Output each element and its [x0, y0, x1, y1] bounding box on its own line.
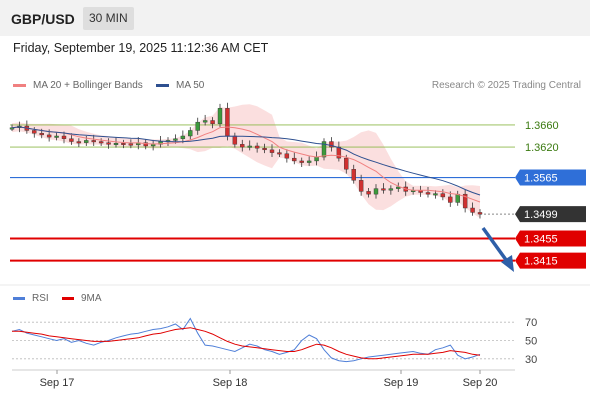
candle-body: [113, 142, 119, 145]
candle-body: [247, 145, 252, 148]
level-label-1.3660: 1.3660: [525, 120, 559, 132]
candle-body: [284, 153, 290, 159]
level-label-1.3565: 1.3565: [524, 173, 558, 185]
legend-label-9ma: 9MA: [81, 293, 102, 304]
candle-body: [477, 212, 483, 215]
candle-body: [292, 157, 297, 162]
chart-datetime: Friday, September 19, 2025 11:12:36 AM C…: [13, 41, 269, 55]
x-tick-label: Sep 19: [384, 377, 419, 389]
candle-body: [143, 142, 148, 147]
legend-swatch-9ma: [62, 296, 74, 300]
forecast-arrow-shaft: [481, 226, 511, 266]
candle-body: [210, 120, 215, 125]
level-tag-1.3455: [515, 230, 586, 247]
timeframe-button[interactable]: 30 MIN: [83, 7, 134, 30]
candle-body: [329, 141, 334, 148]
level-tag-1.3565: [515, 169, 586, 186]
candle-body: [306, 160, 312, 163]
level-label-1.3620: 1.3620: [525, 142, 559, 154]
rsi-tick-70: 70: [525, 317, 537, 329]
candle-body: [128, 143, 134, 146]
legend-ma20-bollinger: MA 20 + Bollinger Bands: [13, 80, 143, 91]
candle-body: [314, 156, 319, 162]
candle-body: [188, 130, 193, 137]
candle-body: [366, 191, 371, 195]
x-tick-label: Sep 20: [463, 377, 498, 389]
candle-body: [195, 121, 200, 131]
x-tick-label: Sep 18: [213, 377, 248, 389]
candle-body: [91, 140, 96, 143]
candle-body: [470, 207, 475, 213]
candle-body: [358, 180, 364, 192]
level-label-1.3415: 1.3415: [524, 256, 558, 268]
symbol-title: GBP/USD: [11, 11, 75, 27]
candle-body: [381, 188, 386, 191]
candle-body: [396, 186, 401, 189]
level-tag-1.3499: [515, 206, 586, 223]
legend-label-rsi: RSI: [32, 293, 49, 304]
candle-body: [388, 188, 394, 191]
rsi-tick-50: 50: [525, 336, 537, 348]
legend-ma50: MA 50: [156, 80, 204, 91]
chart-header: GBP/USD 30 MIN: [0, 0, 590, 36]
candle-body: [433, 193, 438, 196]
candle-body: [46, 134, 52, 138]
candle-body: [180, 135, 186, 139]
candle-body: [61, 135, 67, 139]
candle-body: [299, 160, 304, 163]
candle-body: [321, 141, 327, 158]
legend-label-ma20: MA 20 + Bollinger Bands: [33, 80, 143, 91]
candle-body: [232, 135, 238, 145]
candle-body: [448, 196, 453, 203]
candle-body: [76, 141, 82, 144]
rsi-9ma-line: [12, 327, 481, 360]
candle-body: [440, 193, 446, 198]
candle-body: [69, 138, 74, 142]
candle-body: [32, 130, 37, 134]
candle-body: [277, 152, 282, 155]
candle-body: [54, 135, 59, 138]
legend-9ma: 9MA: [62, 293, 102, 304]
level-label-1.3499: 1.3499: [524, 209, 558, 221]
candle-body: [351, 169, 356, 181]
bollinger-band: [12, 104, 480, 218]
legend-swatch-rsi: [13, 296, 25, 300]
candle-body: [225, 108, 230, 137]
legend-label-ma50: MA 50: [176, 80, 205, 91]
candle-body: [98, 141, 104, 144]
copyright-text: Research © 2025 Trading Central: [431, 80, 581, 91]
candle-body: [262, 147, 267, 151]
rsi-tick-30: 30: [525, 354, 537, 366]
candle-body: [121, 142, 126, 145]
candle-body: [217, 108, 223, 125]
candle-body: [39, 133, 44, 136]
candle-body: [106, 142, 111, 145]
legend-rsi: RSI: [13, 293, 49, 304]
candle-body: [373, 188, 379, 195]
candle-body: [84, 140, 89, 143]
candle-body: [269, 149, 275, 153]
legend-swatch-ma50: [156, 83, 169, 87]
candle-body: [254, 145, 260, 149]
legend-swatch-ma20: [13, 83, 26, 87]
x-tick-label: Sep 17: [40, 377, 75, 389]
candle-body: [425, 192, 431, 195]
candle-body: [240, 144, 245, 148]
ma50-line: [11, 126, 481, 196]
candle-body: [462, 193, 468, 209]
level-tag-1.3415: [515, 252, 586, 269]
candle-body: [202, 120, 208, 123]
level-label-1.3455: 1.3455: [524, 233, 558, 245]
candle-body: [455, 193, 460, 203]
ma20-line: [11, 126, 481, 203]
candle-body: [173, 138, 178, 141]
candle-body: [150, 144, 156, 147]
forecast-arrow-head: [501, 255, 514, 272]
chart-panel: [0, 36, 590, 400]
candle-body: [344, 157, 349, 170]
